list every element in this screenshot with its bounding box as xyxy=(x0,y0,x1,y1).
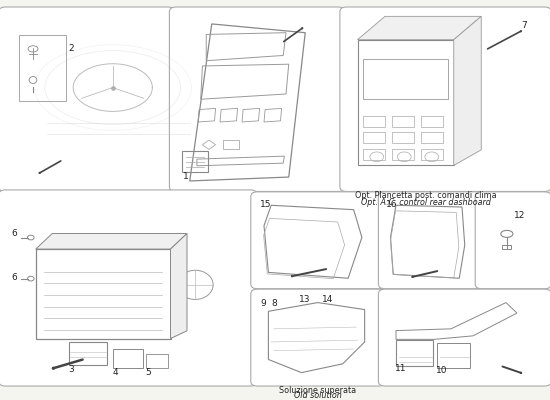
Text: 7: 7 xyxy=(521,21,526,30)
Polygon shape xyxy=(36,234,187,249)
Bar xyxy=(182,151,208,172)
FancyBboxPatch shape xyxy=(340,7,550,192)
Bar xyxy=(223,140,239,149)
Text: eurospares: eurospares xyxy=(294,338,344,347)
Bar xyxy=(113,349,143,368)
Text: 6: 6 xyxy=(11,229,16,238)
Text: 8: 8 xyxy=(271,299,277,308)
Bar xyxy=(363,58,448,99)
Text: 14: 14 xyxy=(322,296,334,304)
FancyBboxPatch shape xyxy=(0,7,174,192)
Text: 9: 9 xyxy=(260,299,266,308)
Text: Soluzione superata: Soluzione superata xyxy=(279,386,356,395)
FancyBboxPatch shape xyxy=(0,190,257,386)
Text: 2: 2 xyxy=(68,44,74,53)
Text: eurospares: eurospares xyxy=(96,248,146,258)
Bar xyxy=(36,249,170,338)
Bar xyxy=(421,116,443,127)
Bar xyxy=(146,354,168,368)
Bar xyxy=(421,132,443,143)
Text: eurospares: eurospares xyxy=(294,237,344,246)
Bar xyxy=(396,340,433,366)
Bar xyxy=(358,40,454,165)
Text: 5: 5 xyxy=(146,368,151,377)
Text: Opt. Plancetta post. comandi clima: Opt. Plancetta post. comandi clima xyxy=(355,192,497,200)
Text: 13: 13 xyxy=(299,294,310,304)
Bar xyxy=(19,35,66,101)
FancyBboxPatch shape xyxy=(378,289,550,386)
Text: 3: 3 xyxy=(69,365,74,374)
Text: 11: 11 xyxy=(395,364,406,373)
Bar xyxy=(392,116,414,127)
Bar xyxy=(421,149,443,160)
Text: eurospares: eurospares xyxy=(409,97,460,106)
Bar xyxy=(363,149,385,160)
Text: 10: 10 xyxy=(436,366,448,375)
Text: 4: 4 xyxy=(113,368,118,377)
Polygon shape xyxy=(454,16,481,165)
Text: eurospares: eurospares xyxy=(250,97,300,106)
FancyBboxPatch shape xyxy=(378,192,482,289)
Bar xyxy=(503,245,512,250)
FancyBboxPatch shape xyxy=(475,192,550,289)
Bar xyxy=(363,116,385,127)
Bar xyxy=(392,149,414,160)
Bar xyxy=(392,132,414,143)
Bar xyxy=(363,132,385,143)
Text: 6: 6 xyxy=(11,273,16,282)
Text: eurospares: eurospares xyxy=(442,338,493,347)
Text: 1: 1 xyxy=(183,172,189,181)
Bar xyxy=(437,343,470,368)
Text: Opt. A.C. control rear dashboard: Opt. A.C. control rear dashboard xyxy=(361,198,491,207)
Bar xyxy=(69,342,107,365)
Text: Old solution: Old solution xyxy=(294,392,342,400)
Text: eurospares: eurospares xyxy=(442,237,493,246)
Text: 15: 15 xyxy=(260,200,271,209)
Text: eurospares: eurospares xyxy=(68,97,119,106)
Polygon shape xyxy=(358,16,481,40)
Text: 16: 16 xyxy=(386,200,398,209)
Polygon shape xyxy=(170,234,187,338)
FancyBboxPatch shape xyxy=(251,192,385,289)
Text: 12: 12 xyxy=(514,211,526,220)
FancyBboxPatch shape xyxy=(169,7,345,192)
FancyBboxPatch shape xyxy=(251,289,385,386)
